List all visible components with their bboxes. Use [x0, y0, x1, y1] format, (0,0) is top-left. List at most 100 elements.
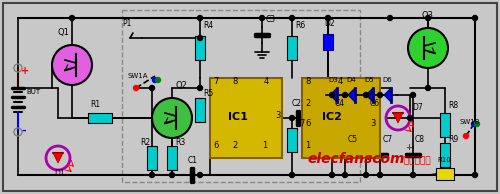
- Polygon shape: [348, 88, 355, 102]
- Text: SW1A: SW1A: [128, 73, 148, 79]
- Circle shape: [198, 36, 202, 41]
- Text: 3: 3: [370, 119, 376, 128]
- Text: D2: D2: [324, 19, 334, 28]
- Circle shape: [426, 86, 430, 90]
- Circle shape: [364, 172, 368, 178]
- Circle shape: [326, 16, 330, 21]
- Text: Q2: Q2: [176, 81, 188, 90]
- Circle shape: [290, 115, 294, 120]
- Bar: [210, 78, 282, 158]
- Text: R7: R7: [295, 119, 305, 128]
- Circle shape: [150, 86, 154, 90]
- Text: IC1: IC1: [228, 112, 248, 122]
- Circle shape: [378, 93, 382, 98]
- Text: D6: D6: [382, 77, 392, 83]
- Text: 4: 4: [264, 77, 269, 86]
- Circle shape: [150, 172, 154, 178]
- Text: SW1B: SW1B: [460, 119, 480, 125]
- Bar: [167, 146, 177, 170]
- Bar: [287, 128, 297, 152]
- Circle shape: [198, 16, 202, 21]
- Text: 6: 6: [305, 119, 310, 128]
- Circle shape: [388, 16, 392, 21]
- Polygon shape: [330, 88, 337, 102]
- Circle shape: [330, 172, 334, 178]
- Text: C1: C1: [188, 156, 198, 165]
- Bar: [195, 36, 205, 60]
- Circle shape: [472, 172, 478, 178]
- Circle shape: [260, 16, 264, 21]
- Circle shape: [378, 172, 382, 178]
- Text: Q3: Q3: [422, 11, 434, 20]
- Text: R1: R1: [90, 100, 100, 109]
- Circle shape: [472, 16, 478, 21]
- Circle shape: [342, 172, 347, 178]
- Text: C7: C7: [383, 135, 393, 144]
- Bar: [302, 78, 380, 158]
- Circle shape: [410, 172, 416, 178]
- Text: R10: R10: [437, 157, 451, 163]
- Text: -: -: [21, 126, 25, 136]
- Text: 8: 8: [232, 77, 237, 86]
- Bar: [147, 146, 157, 170]
- Text: 1: 1: [262, 141, 267, 150]
- Text: R4: R4: [203, 21, 213, 30]
- Text: 7: 7: [213, 77, 218, 86]
- Circle shape: [152, 77, 158, 82]
- Bar: [122, 10, 360, 182]
- Circle shape: [426, 16, 430, 21]
- Bar: [440, 113, 450, 137]
- Text: C5: C5: [348, 135, 358, 144]
- Text: Q1: Q1: [58, 28, 70, 37]
- Circle shape: [170, 172, 174, 178]
- Circle shape: [408, 28, 448, 68]
- Circle shape: [364, 93, 368, 98]
- Circle shape: [156, 77, 160, 82]
- Text: C3: C3: [266, 15, 276, 24]
- Circle shape: [290, 172, 294, 178]
- Circle shape: [52, 45, 92, 85]
- Text: R2: R2: [140, 138, 150, 147]
- Bar: [287, 36, 297, 60]
- Text: 4: 4: [370, 89, 375, 98]
- Text: 8: 8: [305, 77, 310, 86]
- Text: +: +: [21, 66, 29, 76]
- Text: D7: D7: [412, 103, 423, 112]
- Text: elecfans: elecfans: [308, 152, 373, 166]
- Polygon shape: [384, 88, 391, 102]
- Circle shape: [472, 121, 476, 126]
- Text: D4: D4: [346, 77, 356, 83]
- Text: D1: D1: [54, 169, 64, 178]
- Text: C4: C4: [335, 99, 345, 108]
- Circle shape: [198, 86, 202, 90]
- Text: +: +: [405, 143, 412, 152]
- Text: BUT: BUT: [26, 89, 40, 95]
- Text: R3: R3: [175, 138, 185, 147]
- Circle shape: [290, 16, 294, 21]
- Text: 1: 1: [305, 141, 310, 150]
- Text: D3: D3: [328, 77, 338, 83]
- Text: C2: C2: [292, 99, 302, 108]
- Text: C6: C6: [370, 99, 380, 108]
- Text: R6: R6: [295, 21, 305, 30]
- Text: C8: C8: [415, 135, 425, 144]
- Circle shape: [198, 172, 202, 178]
- Polygon shape: [366, 88, 373, 102]
- Circle shape: [342, 93, 347, 98]
- Text: IC2: IC2: [322, 112, 342, 122]
- Text: R5: R5: [203, 89, 213, 98]
- Circle shape: [464, 133, 468, 139]
- Text: 2: 2: [305, 99, 310, 108]
- Circle shape: [152, 98, 192, 138]
- Text: ·com: ·com: [368, 152, 406, 166]
- Circle shape: [410, 93, 416, 98]
- Text: 6: 6: [213, 141, 218, 150]
- Text: 电子发烧友: 电子发烧友: [398, 156, 430, 165]
- Text: 4: 4: [338, 77, 343, 86]
- Bar: [88, 113, 112, 123]
- Circle shape: [70, 16, 74, 21]
- Text: D5: D5: [364, 77, 374, 83]
- Circle shape: [330, 93, 334, 98]
- Text: 3: 3: [275, 111, 280, 120]
- Text: R9: R9: [448, 135, 458, 144]
